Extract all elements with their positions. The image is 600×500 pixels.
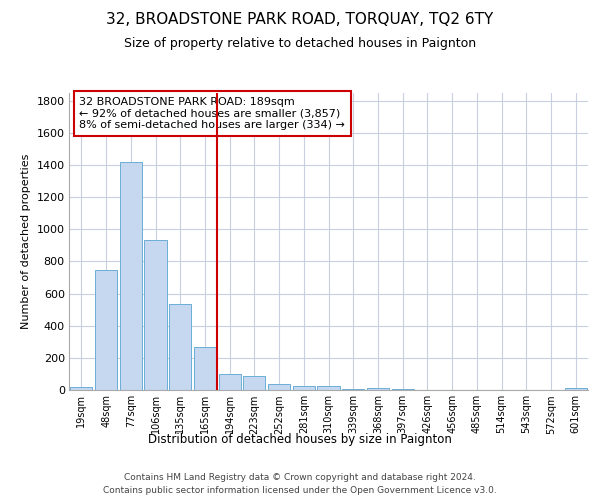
Bar: [95, 270, 117, 390]
Bar: [119, 162, 142, 390]
Bar: [317, 386, 340, 390]
Bar: [70, 387, 92, 390]
Text: Size of property relative to detached houses in Paignton: Size of property relative to detached ho…: [124, 38, 476, 51]
Bar: [243, 376, 265, 390]
Bar: [194, 348, 216, 390]
Bar: [293, 386, 315, 390]
Bar: [268, 384, 290, 390]
Bar: [392, 389, 414, 390]
Bar: [565, 388, 587, 390]
Text: 32 BROADSTONE PARK ROAD: 189sqm
← 92% of detached houses are smaller (3,857)
8% : 32 BROADSTONE PARK ROAD: 189sqm ← 92% of…: [79, 97, 345, 130]
Text: Contains public sector information licensed under the Open Government Licence v3: Contains public sector information licen…: [103, 486, 497, 495]
Bar: [169, 304, 191, 390]
Bar: [342, 389, 364, 390]
Bar: [145, 240, 167, 390]
Bar: [367, 388, 389, 390]
Y-axis label: Number of detached properties: Number of detached properties: [21, 154, 31, 329]
Text: 32, BROADSTONE PARK ROAD, TORQUAY, TQ2 6TY: 32, BROADSTONE PARK ROAD, TORQUAY, TQ2 6…: [106, 12, 494, 28]
Bar: [218, 374, 241, 390]
Text: Contains HM Land Registry data © Crown copyright and database right 2024.: Contains HM Land Registry data © Crown c…: [124, 472, 476, 482]
Text: Distribution of detached houses by size in Paignton: Distribution of detached houses by size …: [148, 432, 452, 446]
